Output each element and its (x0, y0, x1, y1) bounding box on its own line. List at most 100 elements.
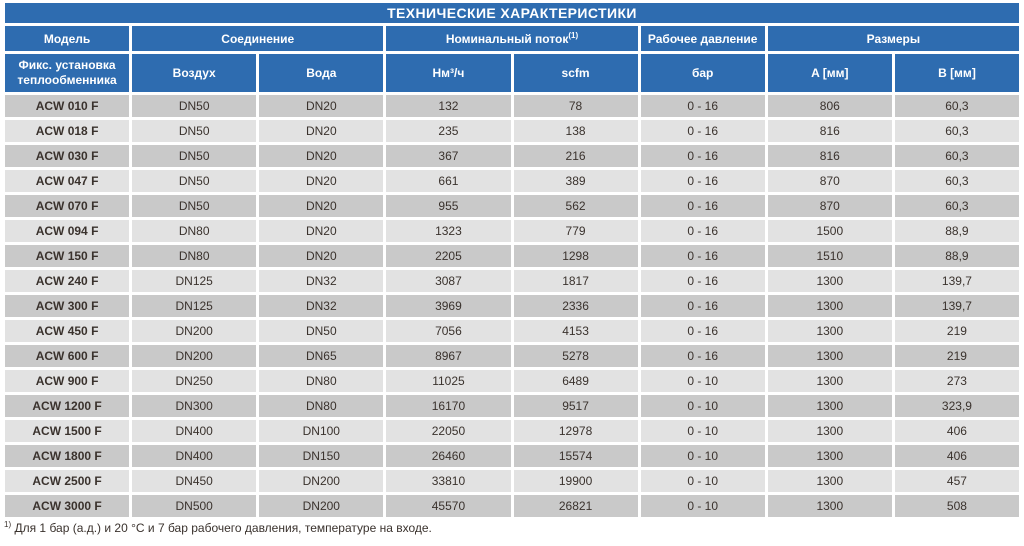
value-cell: 1300 (767, 495, 892, 517)
value-cell: DN20 (259, 195, 384, 217)
title-row: ТЕХНИЧЕСКИЕ ХАРАКТЕРИСТИКИ (5, 3, 1019, 23)
table-row: ACW 030 F DN50 DN20 367 216 0 - 16 816 60,3 (5, 145, 1019, 167)
value-cell: 779 (513, 220, 638, 242)
group-header-row: Модель Соединение Номинальный поток(1) Р… (5, 26, 1019, 51)
value-cell: 457 (894, 470, 1019, 492)
table-row: ACW 018 F DN50 DN20 235 138 0 - 16 816 60,3 (5, 120, 1019, 142)
value-cell: 15574 (513, 445, 638, 467)
value-cell: 508 (894, 495, 1019, 517)
value-cell: 60,3 (894, 120, 1019, 142)
value-cell: 0 - 16 (640, 245, 765, 267)
group-model: Модель (5, 26, 130, 51)
model-cell: ACW 300 F (5, 295, 130, 317)
value-cell: DN150 (259, 445, 384, 467)
footnote-text: Для 1 бар (а.д.) и 20 °C и 7 бар рабочег… (14, 521, 432, 535)
value-cell: 1323 (386, 220, 511, 242)
value-cell: 12978 (513, 420, 638, 442)
value-cell: 235 (386, 120, 511, 142)
subheader-fixed-heat-exchanger-unit: Фикс. установка теплообменника (5, 54, 130, 92)
value-cell: 1300 (767, 370, 892, 392)
subheader-dimension-a-mm: A [мм] (767, 54, 892, 92)
value-cell: 132 (386, 95, 511, 117)
value-cell: 870 (767, 195, 892, 217)
value-cell: 0 - 16 (640, 170, 765, 192)
value-cell: DN32 (259, 270, 384, 292)
value-cell: DN300 (132, 395, 257, 417)
value-cell: DN50 (132, 95, 257, 117)
value-cell: 8967 (386, 345, 511, 367)
value-cell: 6489 (513, 370, 638, 392)
value-cell: DN80 (259, 370, 384, 392)
value-cell: 4153 (513, 320, 638, 342)
table-row: ACW 047 F DN50 DN20 661 389 0 - 16 870 60,3 (5, 170, 1019, 192)
value-cell: 0 - 16 (640, 120, 765, 142)
value-cell: DN500 (132, 495, 257, 517)
value-cell: 219 (894, 320, 1019, 342)
subheader-scfm: scfm (513, 54, 638, 92)
model-cell: ACW 900 F (5, 370, 130, 392)
table-row: ACW 070 F DN50 DN20 955 562 0 - 16 870 60,3 (5, 195, 1019, 217)
value-cell: DN80 (132, 245, 257, 267)
table-row: ACW 900 F DN250 DN80 11025 6489 0 - 10 1300 273 (5, 370, 1019, 392)
model-cell: ACW 1500 F (5, 420, 130, 442)
model-cell: ACW 450 F (5, 320, 130, 342)
value-cell: 816 (767, 145, 892, 167)
sub-header-row: Фикс. установка теплообменника Воздух Во… (5, 54, 1019, 92)
value-cell: 33810 (386, 470, 511, 492)
value-cell: 78 (513, 95, 638, 117)
value-cell: 22050 (386, 420, 511, 442)
group-dimensions: Размеры (767, 26, 1019, 51)
value-cell: DN400 (132, 445, 257, 467)
value-cell: DN200 (259, 495, 384, 517)
value-cell: 26460 (386, 445, 511, 467)
value-cell: DN20 (259, 95, 384, 117)
value-cell: DN400 (132, 420, 257, 442)
value-cell: DN200 (132, 345, 257, 367)
value-cell: 1300 (767, 445, 892, 467)
value-cell: 1817 (513, 270, 638, 292)
subheader-water: Вода (259, 54, 384, 92)
table-row: ACW 1800 F DN400 DN150 26460 15574 0 - 10 1300… (5, 445, 1019, 467)
model-cell: ACW 3000 F (5, 495, 130, 517)
value-cell: 7056 (386, 320, 511, 342)
footnote-ref-superscript: (1) (568, 30, 579, 40)
value-cell: 1300 (767, 270, 892, 292)
value-cell: DN450 (132, 470, 257, 492)
footnote-marker: 1) (4, 520, 12, 529)
value-cell: 45570 (386, 495, 511, 517)
value-cell: 406 (894, 445, 1019, 467)
table-row: ACW 150 F DN80 DN20 2205 1298 0 - 16 1510 88,9 (5, 245, 1019, 267)
table-row: ACW 094 F DN80 DN20 1323 779 0 - 16 1500 88,9 (5, 220, 1019, 242)
value-cell: DN32 (259, 295, 384, 317)
table-row: ACW 010 F DN50 DN20 132 78 0 - 16 806 60,3 (5, 95, 1019, 117)
group-working-pressure: Рабочее давление (640, 26, 765, 51)
value-cell: 367 (386, 145, 511, 167)
value-cell: DN20 (259, 120, 384, 142)
model-cell: ACW 2500 F (5, 470, 130, 492)
group-nominal-flow-label: Номинальный поток (445, 31, 569, 46)
value-cell: 60,3 (894, 195, 1019, 217)
group-connection: Соединение (132, 26, 384, 51)
value-cell: 389 (513, 170, 638, 192)
value-cell: 3087 (386, 270, 511, 292)
value-cell: 0 - 10 (640, 370, 765, 392)
technical-characteristics-table: ТЕХНИЧЕСКИЕ ХАРАКТЕРИСТИКИ Модель Соедин… (2, 0, 1022, 520)
value-cell: DN200 (132, 320, 257, 342)
subheader-bar: бар (640, 54, 765, 92)
value-cell: DN50 (132, 120, 257, 142)
value-cell: 661 (386, 170, 511, 192)
value-cell: 139,7 (894, 270, 1019, 292)
value-cell: 216 (513, 145, 638, 167)
value-cell: 1300 (767, 395, 892, 417)
footnote: 1) Для 1 бар (а.д.) и 20 °C и 7 бар рабо… (4, 520, 1022, 536)
table-body: ACW 010 F DN50 DN20 132 78 0 - 16 806 60,3 ACW 0… (5, 95, 1019, 517)
table-row: ACW 2500 F DN450 DN200 33810 19900 0 - 10 1300… (5, 470, 1019, 492)
table-row: ACW 1500 F DN400 DN100 22050 12978 0 - 10 1300… (5, 420, 1019, 442)
model-cell: ACW 150 F (5, 245, 130, 267)
value-cell: 0 - 10 (640, 495, 765, 517)
model-cell: ACW 1800 F (5, 445, 130, 467)
value-cell: 88,9 (894, 245, 1019, 267)
value-cell: 2205 (386, 245, 511, 267)
value-cell: 0 - 10 (640, 470, 765, 492)
